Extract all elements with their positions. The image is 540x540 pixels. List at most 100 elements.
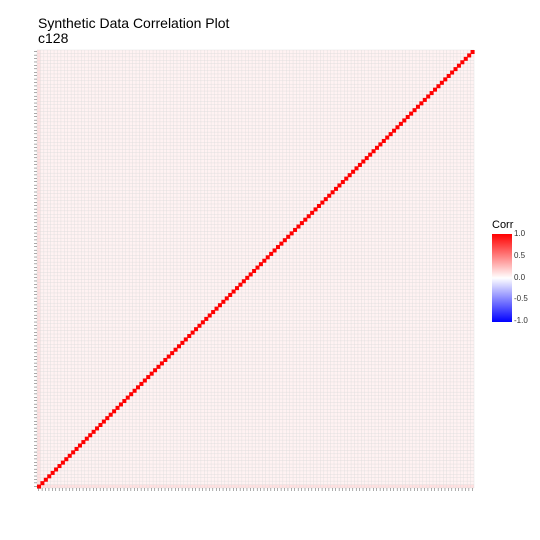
heatmap-diagonal-cell [146,375,151,380]
heatmap-diagonal-cell [129,392,134,397]
heatmap-diagonal-cell [443,77,448,82]
heatmap-diagonal-cell [91,429,96,434]
heatmap-diagonal-cell [463,56,468,61]
heatmap-diagonal-cell [173,347,178,352]
heatmap-diagonal-cell [105,416,110,421]
heatmap-diagonal-cell [228,292,233,297]
heatmap-diagonal-cell [221,299,226,304]
heatmap-diagonal-cell [132,388,137,393]
heatmap-diagonal-cell [422,97,427,102]
heatmap-diagonal-cell [50,470,55,475]
heatmap-diagonal-cell [180,340,185,345]
heatmap-diagonal-cell [156,364,161,369]
heatmap-diagonal-cell [101,419,106,424]
heatmap-diagonal-cell [231,289,236,294]
heatmap-diagonal-cell [159,361,164,366]
heatmap-diagonal-cell [392,128,397,133]
heatmap-diagonal-cell [118,402,123,407]
heatmap-diagonal-cell [296,224,301,229]
heatmap-diagonal-cell [299,221,304,226]
heatmap-diagonal-cell [320,200,325,205]
heatmap-diagonal-cell [125,395,130,400]
heatmap-diagonal-cell [289,231,294,236]
heatmap-diagonal-cell [327,193,332,198]
heatmap-diagonal-cell [374,145,380,150]
legend-colorbar [492,234,512,322]
chart-subtitle: c128 [38,30,69,46]
heatmap-diagonal-cell [347,173,352,178]
heatmap-diagonal-cell [275,245,280,250]
heatmap-diagonal-cell [170,351,175,356]
heatmap-diagonal-cell [235,286,240,291]
heatmap-diagonal-cell [47,474,52,479]
heatmap-diagonal-cell [194,327,199,332]
heatmap-diagonal-cell [470,50,475,55]
heatmap-diagonal-cell [467,53,472,58]
heatmap-diagonal-cell [415,104,420,109]
heatmap-diagonal-cell [88,433,93,438]
heatmap-diagonal-cell [310,210,315,215]
heatmap-diagonal-cell [371,149,376,154]
heatmap-diagonal-cell [166,354,171,359]
heatmap-diagonal-cell [190,330,195,335]
heatmap-diagonal-cell [142,378,147,383]
heatmap-diagonal-cell [436,84,441,89]
heatmap-diagonal-cell [149,371,154,376]
heatmap-diagonal-cell [361,159,366,164]
heatmap-diagonal-cell [238,282,243,287]
heatmap-diagonal-cell [316,203,321,209]
heatmap-diagonal-cell [354,166,359,171]
legend-tick-label: -0.5 [514,294,528,303]
heatmap-diagonal-cell [446,73,451,78]
heatmap-diagonal-cell [282,238,287,243]
heatmap-diagonal-cell [337,183,342,188]
heatmap-diagonal-cell [40,481,45,486]
heatmap-diagonal-cell [252,269,257,274]
heatmap-diagonal-cell [409,111,414,116]
heatmap-diagonal-cell [303,217,308,222]
heatmap-diagonal-cell [262,258,267,263]
heatmap-diagonal-cell [197,323,202,328]
heatmap-diagonal-cell [163,357,168,362]
legend-title: Corr [492,219,514,231]
heatmap-diagonal-cell [334,186,339,191]
heatmap-diagonal-cell [293,227,298,232]
heatmap-diagonal-cell [84,436,89,441]
heatmap-diagonal-cell [405,115,410,120]
heatmap-diagonal-cell [245,275,250,280]
chart-title: Synthetic Data Correlation Plot [38,15,230,31]
heatmap-diagonal-cell [378,142,383,147]
heatmap-diagonal-cell [368,152,373,157]
heatmap-diagonal-cell [43,477,48,482]
heatmap-diagonal-cell [258,262,263,267]
heatmap-diagonal-cell [395,125,400,130]
heatmap-diagonal-cell [323,197,328,202]
heatmap-diagonal-cell [456,63,461,68]
heatmap-diagonal-cell [81,440,86,445]
heatmap-diagonal-cell [98,422,103,428]
heatmap-diagonal-cell [200,320,205,325]
heatmap-diagonal-cell [204,316,209,321]
heatmap-diagonal-cell [429,91,434,96]
heatmap-diagonal-cell [139,381,144,386]
heatmap-diagonal-cell [54,467,59,472]
legend-tick-label: 1.0 [514,229,526,238]
heatmap-diagonal-cell [217,303,222,308]
heatmap-diagonal-cell [187,334,192,339]
heatmap-diagonal-cell [248,272,253,277]
heatmap-diagonal-cell [279,241,284,246]
legend-tick-label: -1.0 [514,316,528,325]
heatmap-diagonal-cell [344,176,349,181]
heatmap-diagonal-cell [419,101,424,106]
heatmap-diagonal-cell [176,344,181,349]
heatmap-diagonal-cell [74,446,79,451]
heatmap-diagonal-cell [381,138,386,143]
heatmap-diagonal-cell [433,87,438,92]
heatmap-diagonal-cell [272,248,277,253]
heatmap-diagonal-cell [340,180,345,185]
heatmap-diagonal-cell [453,67,458,72]
heatmap-diagonal-cell [330,190,335,195]
heatmap-diagonal-cell [57,464,62,469]
heatmap-diagonal-cell [214,306,219,311]
heatmap-diagonal-cell [136,385,141,390]
